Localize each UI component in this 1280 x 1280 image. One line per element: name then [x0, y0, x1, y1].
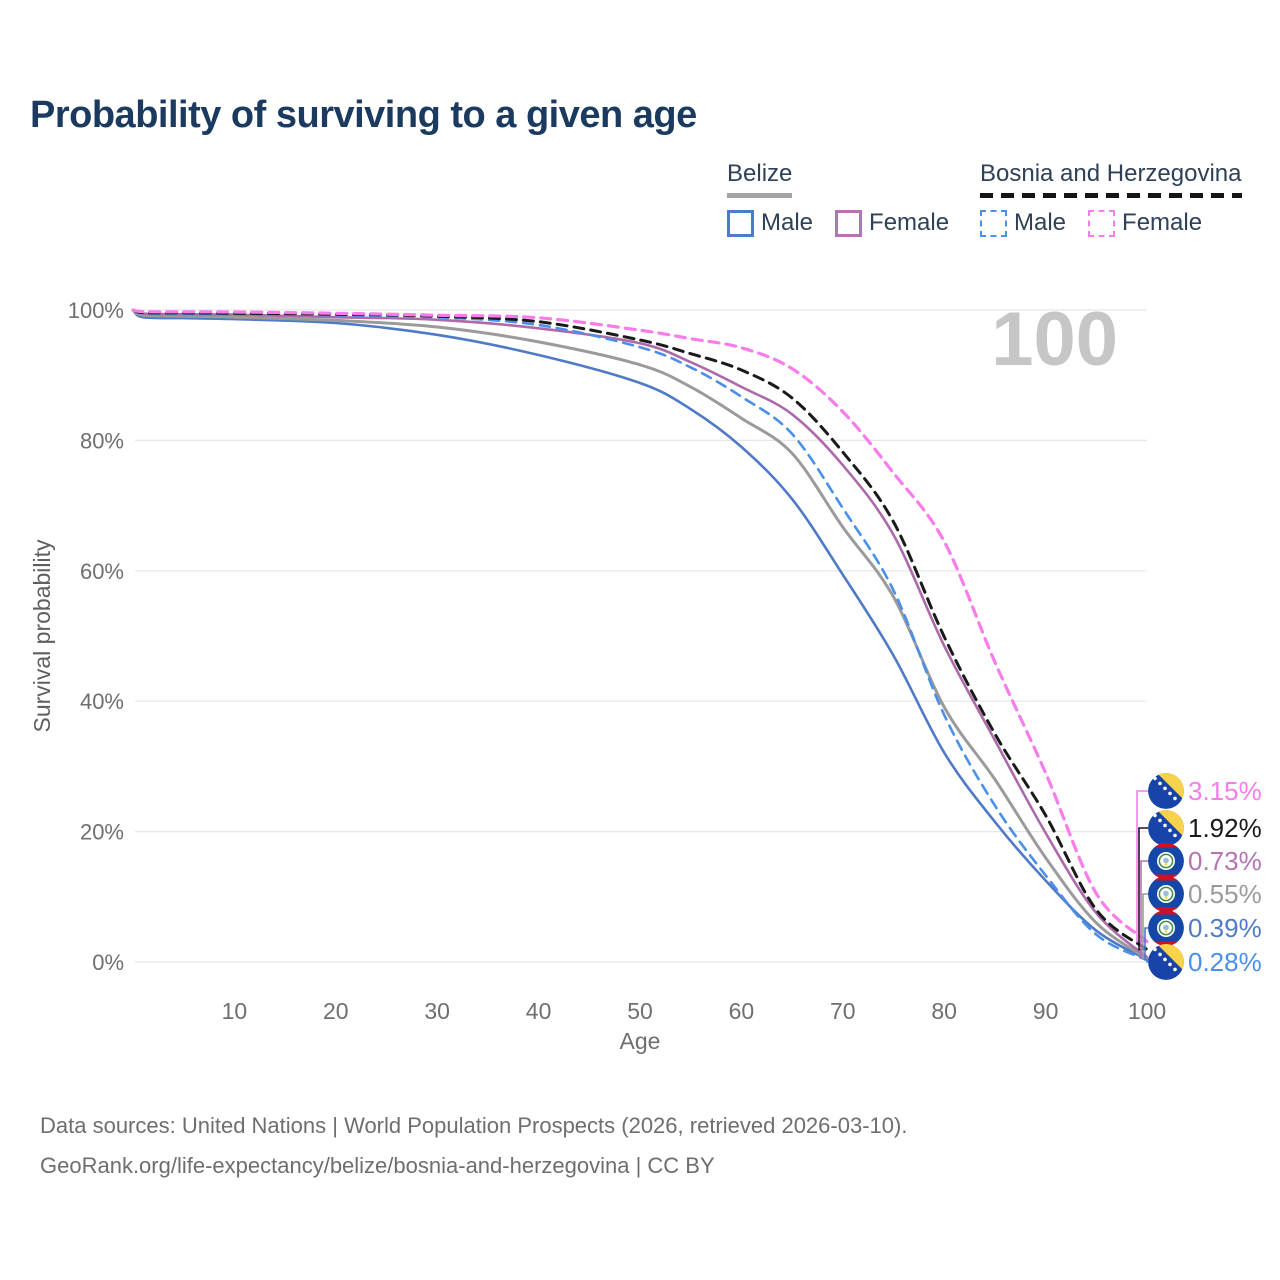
end-value-label-belize_female[interactable]: 0.73% — [1188, 846, 1262, 876]
solid-line-sample — [727, 193, 793, 198]
x-tick-label-90: 90 — [1033, 998, 1059, 1024]
x-tick-label-30: 30 — [424, 998, 450, 1024]
series-line-bosnia_all[interactable] — [131, 308, 1149, 951]
flag-icon-belize-belize_female — [1148, 843, 1184, 879]
y-tick-label-20: 20% — [80, 820, 124, 845]
end-label-connector-belize_male — [1144, 927, 1148, 961]
source-line: Data sources: United Nations | World Pop… — [40, 1113, 908, 1138]
y-tick-label-60: 60% — [80, 559, 124, 584]
legend-item-label: Male — [761, 209, 814, 236]
legend-item-bosnia-female[interactable]: Female — [1088, 209, 1202, 237]
flag-icon-belize-belize_all — [1148, 876, 1184, 912]
legend-item-belize-female[interactable]: Female — [835, 209, 949, 237]
x-tick-label-50: 50 — [627, 998, 653, 1024]
legend-header-bosnia[interactable]: Bosnia and Herzegovina — [980, 160, 1242, 198]
legend-item-bosnia-male[interactable]: Male — [980, 209, 1066, 237]
end-value-label-bosnia_male[interactable]: 0.28% — [1188, 947, 1262, 977]
dashed-line-sample — [980, 193, 1242, 198]
series-line-belize_male[interactable] — [131, 308, 1149, 961]
end-value-label-belize_all[interactable]: 0.55% — [1188, 879, 1262, 909]
end-value-label-belize_male[interactable]: 0.39% — [1188, 913, 1262, 943]
y-tick-label-80: 80% — [80, 428, 124, 453]
x-tick-label-100: 100 — [1128, 998, 1166, 1024]
legend-group-belize: Belize Male Female — [727, 160, 949, 237]
swatch-belize-male — [727, 209, 754, 237]
x-axis-title: Age — [620, 1028, 661, 1054]
y-tick-label-40: 40% — [80, 689, 124, 714]
swatch-belize-female — [835, 209, 863, 237]
series-line-belize_all[interactable] — [131, 308, 1149, 960]
legend-group-title: Belize — [727, 160, 793, 187]
x-tick-label-60: 60 — [729, 998, 755, 1024]
legend-item-label: Female — [1122, 209, 1203, 236]
end-label-connector-bosnia_male — [1146, 960, 1148, 963]
x-tick-label-80: 80 — [931, 998, 957, 1024]
x-tick-label-40: 40 — [526, 998, 552, 1024]
swatch-bosnia-female — [1088, 209, 1116, 237]
legend-item-label: Female — [869, 209, 950, 236]
data-source-note: Data sources: United Nations | World Pop… — [40, 1106, 907, 1186]
legend-item-belize-male[interactable]: Male — [727, 209, 813, 237]
end-label-connector-belize_female — [1140, 860, 1148, 958]
series-line-bosnia_male[interactable] — [131, 308, 1149, 962]
y-tick-label-100: 100% — [68, 298, 124, 323]
flag-icon-bosnia-bosnia_all — [1148, 810, 1184, 846]
legend-item-label: Male — [1014, 209, 1067, 236]
series-line-bosnia_female[interactable] — [131, 308, 1149, 944]
legend-group-bosnia: Bosnia and Herzegovina Male Female — [980, 160, 1242, 237]
page-title: Probability of surviving to a given age — [30, 94, 697, 136]
legend-header-belize[interactable]: Belize — [727, 160, 793, 198]
flag-icon-bosnia-bosnia_male — [1148, 944, 1184, 980]
end-value-label-bosnia_female[interactable]: 3.15% — [1188, 776, 1262, 806]
y-axis-title: Survival probability — [29, 539, 55, 733]
swatch-bosnia-male — [980, 209, 1007, 237]
end-label-connector-bosnia_female — [1136, 790, 1148, 943]
series-line-belize_female[interactable] — [131, 308, 1149, 959]
citation-line[interactable]: GeoRank.org/life-expectancy/belize/bosni… — [40, 1153, 715, 1178]
x-tick-label-70: 70 — [830, 998, 856, 1024]
flag-icon-belize-belize_male — [1148, 910, 1184, 946]
flag-icon-bosnia-bosnia_female — [1148, 773, 1184, 809]
age-watermark: 100 — [991, 297, 1118, 382]
legend-items-bosnia: Male Female — [980, 209, 1242, 237]
legend-group-title: Bosnia and Herzegovina — [980, 160, 1242, 187]
x-tick-label-10: 10 — [222, 998, 248, 1024]
x-tick-label-20: 20 — [323, 998, 349, 1024]
end-value-label-bosnia_all[interactable]: 1.92% — [1188, 813, 1262, 843]
y-tick-label-0: 0% — [92, 950, 124, 975]
legend-items-belize: Male Female — [727, 209, 949, 237]
